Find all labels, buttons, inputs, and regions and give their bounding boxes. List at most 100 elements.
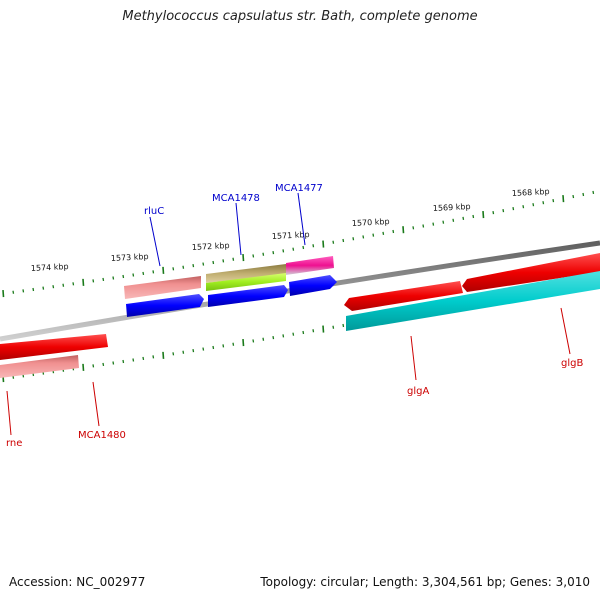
cds-glgA[interactable] <box>344 281 463 311</box>
genome-title: Methylococcus capsulatus str. Bath, comp… <box>122 9 478 24</box>
ruler-minor-tick <box>342 238 345 243</box>
ruler-minor-tick <box>392 229 395 234</box>
ruler-minor-tick <box>42 286 45 290</box>
ruler-minor-tick <box>262 252 265 256</box>
cds-rne[interactable] <box>0 334 108 360</box>
ruler-minor-tick <box>272 250 275 255</box>
ruler-minor-tick <box>592 190 595 195</box>
label-MCA1480: MCA1480 <box>78 430 126 441</box>
ruler-minor-tick <box>212 260 215 265</box>
ruler-minor-tick <box>412 226 415 230</box>
ruler-label: 1573 kbp <box>111 252 149 263</box>
ruler-minor-tick <box>192 349 195 353</box>
ruler-minor-tick <box>262 337 265 341</box>
ruler-minor-tick <box>362 235 365 239</box>
label-MCA1477: MCA1477 <box>275 183 323 194</box>
ruler-minor-tick <box>302 330 305 335</box>
ruler-minor-tick <box>542 201 545 205</box>
ruler-minor-tick <box>282 334 285 338</box>
ruler-minor-tick <box>142 271 145 276</box>
cds-glgB-cyan[interactable] <box>346 271 600 331</box>
ruler-minor-tick <box>472 214 475 219</box>
ruler-label: 1570 kbp <box>352 217 390 228</box>
ruler-minor-tick <box>122 274 125 279</box>
ruler-minor-tick <box>252 254 255 258</box>
cds-glgB[interactable] <box>462 253 600 292</box>
ruler-minor-tick <box>582 192 585 197</box>
ruler-major-tick <box>322 240 325 248</box>
ruler-minor-tick <box>72 282 75 286</box>
ruler-minor-tick <box>202 347 205 351</box>
ruler-minor-tick <box>292 247 295 251</box>
ruler-minor-tick <box>92 279 95 283</box>
gene-rluC[interactable] <box>124 276 201 299</box>
label-rne: rne <box>6 438 22 449</box>
ruler-major-tick <box>162 351 165 359</box>
ruler-minor-tick <box>312 244 315 248</box>
ruler-minor-tick <box>22 289 25 293</box>
gene-MCA1478-alt[interactable] <box>206 273 286 291</box>
ruler-minor-tick <box>252 339 255 343</box>
ruler-label: 1571 kbp <box>272 230 310 241</box>
ruler-minor-tick <box>382 231 385 235</box>
ruler-minor-tick <box>462 216 465 221</box>
ruler-forward <box>2 190 595 298</box>
gene-MCA1477[interactable] <box>286 256 334 275</box>
genome-summary-text: Topology: circular; Length: 3,304,561 bp… <box>260 575 590 589</box>
ruler-minor-tick <box>172 352 175 356</box>
ruler-minor-tick <box>442 220 445 224</box>
ruler-minor-tick <box>332 240 335 244</box>
ruler-minor-tick <box>182 350 185 354</box>
ruler-minor-tick <box>492 210 495 215</box>
ruler-minor-tick <box>222 344 225 348</box>
cds-MCA1477[interactable] <box>289 275 337 296</box>
gene-MCA1478[interactable] <box>206 264 286 283</box>
ruler-minor-tick <box>282 249 285 253</box>
cds-rluC[interactable] <box>126 294 204 317</box>
ruler-minor-tick <box>232 342 235 346</box>
ruler-minor-tick <box>292 332 295 336</box>
gene-MCA1480[interactable] <box>0 355 79 378</box>
ruler-minor-tick <box>152 270 155 274</box>
ruler-minor-tick <box>112 361 115 365</box>
ruler-major-tick <box>242 339 245 347</box>
ruler-minor-tick <box>102 362 105 367</box>
ruler-label: 1572 kbp <box>192 241 230 252</box>
accession-text: Accession: NC_002977 <box>9 575 146 589</box>
label-MCA1478: MCA1478 <box>212 193 260 204</box>
gene-labels: rluC MCA1478 MCA1477 rne MCA1480 glgA gl… <box>6 183 583 449</box>
ruler-minor-tick <box>502 209 505 213</box>
ruler-minor-tick <box>92 364 95 368</box>
ruler-minor-tick <box>152 355 155 359</box>
ruler-minor-tick <box>432 222 435 226</box>
ruler-major-tick <box>322 325 325 333</box>
ruler-minor-tick <box>422 224 425 228</box>
ruler-minor-tick <box>302 245 305 250</box>
ruler-major-tick <box>2 290 5 298</box>
ruler-minor-tick <box>62 283 65 287</box>
ruler-minor-tick <box>102 277 105 282</box>
ruler-major-tick <box>242 254 245 262</box>
ruler-minor-tick <box>182 265 185 269</box>
ruler-minor-tick <box>532 203 535 207</box>
ruler-label: 1568 kbp <box>512 187 550 198</box>
ruler-minor-tick <box>222 259 225 263</box>
cds-MCA1478[interactable] <box>208 285 288 307</box>
ruler-minor-tick <box>572 194 575 199</box>
ruler-minor-tick <box>132 273 135 277</box>
ruler-minor-tick <box>232 257 235 261</box>
ruler-major-tick <box>162 266 165 274</box>
ruler-minor-tick <box>552 199 555 203</box>
ruler-minor-tick <box>452 218 455 222</box>
ruler-minor-tick <box>132 358 135 362</box>
ruler-minor-tick <box>52 285 55 289</box>
ruler-minor-tick <box>342 323 345 328</box>
ruler-minor-tick <box>512 207 515 211</box>
ruler-minor-tick <box>122 359 125 364</box>
ruler-minor-tick <box>332 325 335 329</box>
label-glgA: glgA <box>407 386 429 397</box>
ruler-minor-tick <box>272 335 275 340</box>
ruler-minor-tick <box>212 345 215 350</box>
